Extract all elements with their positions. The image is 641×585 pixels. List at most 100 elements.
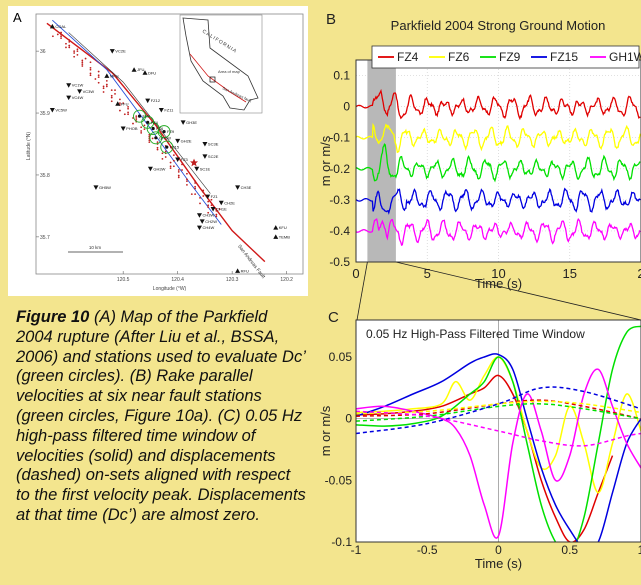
aftershock-dot (186, 180, 188, 183)
aftershock-dot (181, 163, 183, 166)
series-fz15-solid (356, 353, 641, 542)
station-label: TEMB (279, 234, 290, 239)
inset-frame (179, 14, 263, 114)
station-marker (120, 126, 126, 132)
station-label: SC3E (208, 142, 219, 147)
map-panel: A 36 35.9 35.8 35.7 120.5 120.4 120.3 120.2 Longi… (8, 6, 308, 296)
aftershock-dot (89, 72, 92, 75)
y-tick-label: 0 (343, 100, 350, 114)
station-label: VC4W (72, 95, 84, 100)
aftershock-dot (172, 165, 175, 168)
aftershock-dot (169, 161, 172, 164)
station-marker (49, 107, 55, 113)
trace-fz15 (355, 187, 641, 215)
aftershock-dot (190, 193, 193, 196)
panel-c-xlabel: Time (s) (475, 556, 522, 571)
aftershock-dot (207, 206, 210, 209)
aftershock-dot (177, 169, 180, 171)
station-marker (131, 67, 137, 72)
station-marker (109, 49, 115, 54)
aftershock-dot (105, 79, 108, 82)
station-marker (235, 185, 241, 190)
station-marker (151, 126, 155, 131)
aftershock-dot (151, 137, 154, 140)
series-fz6-solid (356, 356, 641, 494)
station-marker (175, 138, 181, 144)
x-tick-label: 0.5 (561, 543, 578, 557)
station-marker (273, 225, 279, 230)
station-marker (66, 83, 72, 88)
station-label: MFU (110, 73, 119, 78)
station-marker (218, 200, 224, 206)
panel-b-ylabel: m or m/s (318, 135, 333, 186)
station-marker (199, 219, 205, 224)
station-label: FZ11 (164, 107, 174, 112)
fault-trace-2 (52, 19, 222, 225)
aftershock-dot (89, 68, 92, 71)
aftershock-dot (156, 141, 159, 144)
y-tick-label: -0.1 (331, 535, 352, 549)
map-xlabel: Longitude (°W) (153, 286, 187, 292)
lon-tick-label: 120.5 (117, 277, 130, 283)
aftershock-dot (114, 92, 116, 95)
aftershock-dot (156, 148, 159, 151)
lat-tick-label: 35.7 (40, 235, 50, 241)
lon-tick-label: 120.3 (226, 277, 239, 283)
aftershock-dot (68, 44, 71, 47)
station-label: COAL (55, 24, 67, 29)
x-tick-label: 15 (563, 266, 577, 281)
aftershock-dot (199, 196, 201, 199)
lat-tick-label: 35.8 (40, 173, 50, 179)
station-label: VC1W (72, 83, 84, 88)
aftershock-dot (135, 115, 138, 118)
station-label: GH2E (181, 138, 192, 143)
aftershock-dot (127, 113, 129, 116)
aftershock-dot (156, 146, 159, 149)
panel-b-title: Parkfield 2004 Strong Ground Motion (391, 18, 606, 33)
aftershock-dot (102, 85, 105, 88)
station-label: FZ3 (181, 157, 189, 162)
aftershock-dot (81, 65, 84, 67)
y-tick-label: -0.4 (329, 224, 350, 238)
station-marker (162, 130, 166, 134)
lat-tick-label: 35.9 (40, 111, 50, 117)
station-label: GH3E (186, 120, 197, 125)
aftershock-dot (60, 37, 62, 40)
aftershock-dot (177, 176, 180, 179)
x-tick-label: -0.5 (417, 543, 438, 557)
aftershock-dot (119, 102, 121, 105)
station-label: GH1W (159, 135, 171, 140)
aftershock-dot (215, 209, 218, 212)
station-marker (145, 98, 151, 104)
station-marker (142, 70, 148, 75)
aftershock-dot (105, 85, 108, 88)
aftershock-dot (89, 61, 92, 64)
aftershock-dot (94, 78, 97, 80)
aftershock-dot (215, 208, 218, 210)
y-tick-label: 0 (345, 412, 352, 426)
aftershock-dot (161, 152, 164, 155)
station-marker (196, 225, 202, 231)
series-fz9-solid (356, 325, 641, 542)
station-marker (49, 23, 55, 29)
epicenter-star (190, 158, 199, 167)
aftershock-dot (194, 185, 197, 188)
aftershock-dot (194, 180, 197, 183)
aftershock-dot (148, 133, 151, 136)
aftershock-dot (89, 74, 92, 77)
y-tick-label: -0.3 (329, 193, 350, 207)
station-map: A 36 35.9 35.8 35.7 120.5 120.4 120.3 120.2 Longi… (13, 10, 304, 292)
aftershock-dot (169, 165, 172, 168)
panel-b-xlabel: Time (s) (475, 276, 522, 291)
aftershock-dot (97, 81, 100, 84)
x-tick-label: 5 (424, 266, 431, 281)
legend-label: FZ6 (448, 50, 470, 64)
aftershock-dot (110, 100, 113, 103)
station-label: FZ8 (143, 114, 151, 119)
station-label: CH2E (224, 200, 235, 205)
y-tick-label: -0.2 (329, 162, 350, 176)
legend-label: GH1W (609, 50, 641, 64)
fault-trace-3 (68, 32, 211, 194)
station-label: GH3W (153, 166, 165, 171)
lat-tick-label: 36 (40, 49, 46, 55)
